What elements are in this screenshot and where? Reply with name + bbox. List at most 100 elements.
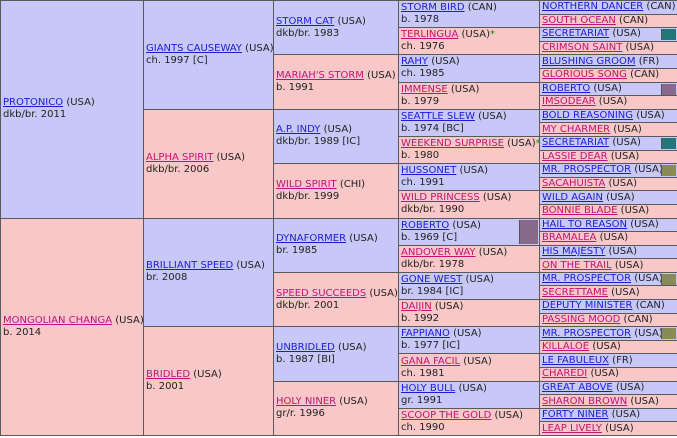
g5-cell-28: GREAT ABOVE (USA) — [539, 380, 677, 396]
horse-detail: dkb/br. 1990 — [401, 204, 465, 216]
g5-cell-19: ON THE TRAIL (USA) — [539, 258, 677, 273]
country-code: (USA) — [458, 382, 487, 394]
horse-name-link[interactable]: SCOOP THE GOLD — [401, 409, 492, 421]
horse-name-link[interactable]: ON THE TRAIL — [542, 259, 612, 271]
country-code: (USA) — [615, 381, 645, 393]
horse-name-link[interactable]: MR. PROSPECTOR — [542, 327, 632, 339]
horse-name-link[interactable]: SPEED SUCCEEDS — [276, 287, 367, 299]
horse-name-link[interactable]: KILLALOE — [542, 341, 590, 353]
horse-name-link[interactable]: SECRETTAME — [542, 286, 608, 298]
horse-name-link[interactable]: WILD PRINCESS — [401, 192, 480, 204]
country-code: (USA) — [608, 178, 638, 190]
g5-cell-30: FORTY NINER (USA) — [539, 407, 677, 423]
horse-name-link[interactable]: LE FABULEUX — [542, 354, 609, 366]
color-swatch-bar — [661, 273, 676, 285]
horse-name-link[interactable]: PASSING MOOD — [542, 313, 621, 325]
horse-name-link[interactable]: HIS MAJESTY — [542, 245, 606, 257]
horse-name-link[interactable]: BONNIE BLADE — [542, 205, 618, 217]
country-code: (USA) — [590, 368, 619, 380]
horse-name-link[interactable]: STORM BIRD — [401, 2, 465, 14]
g4-cell-1: TERLINGUA (USA)* ch. 1976 — [398, 27, 540, 56]
horse-name-link[interactable]: CRIMSON SAINT — [542, 42, 623, 54]
horse-name-link[interactable]: WILD SPIRIT — [276, 178, 337, 190]
horse-name-link[interactable]: SHARON BROWN — [542, 395, 628, 407]
horse-name-link[interactable]: BRIDLED — [146, 369, 191, 381]
horse-name-link[interactable]: MR. PROSPECTOR — [542, 164, 632, 176]
country-code: (USA) — [507, 138, 536, 150]
g3-cell-2: A.P. INDY (USA) dkb/br. 1989 [IC] — [273, 108, 399, 165]
horse-name-link[interactable]: MR. PROSPECTOR — [542, 273, 632, 285]
horse-name-link[interactable]: SECRETARIAT — [542, 137, 610, 149]
horse-name-link[interactable]: BRILLIANT SPEED — [146, 260, 234, 272]
horse-name-link[interactable]: SACAHUISTA — [542, 178, 606, 190]
g4-cell-5: WEEKEND SURPRISE (USA)* b. 1980 — [398, 135, 540, 165]
country-code: (USA) — [611, 409, 641, 421]
horse-name-link[interactable]: DAIJIN — [401, 301, 432, 313]
country-code: (CHI) — [339, 178, 366, 190]
g4-cell-3: IMMENSE (USA) b. 1979 — [398, 81, 540, 110]
horse-name-link[interactable]: GREAT ABOVE — [542, 381, 613, 393]
horse-detail: b. 1978 — [401, 14, 440, 26]
horse-name-link[interactable]: DYNAFORMER — [276, 233, 347, 245]
horse-name-link[interactable]: RAHY — [401, 56, 429, 68]
g5-cell-25: KILLALOE (USA) — [539, 339, 677, 355]
horse-name-link[interactable]: SEATTLE SLEW — [401, 110, 475, 122]
horse-name-link[interactable]: FAPPIANO — [401, 328, 450, 340]
horse-name-link[interactable]: BOLD REASONING — [542, 110, 633, 122]
horse-name-link[interactable]: IMMENSE — [401, 83, 448, 95]
horse-name-link[interactable]: UNBRIDLED — [276, 341, 335, 353]
horse-name-link[interactable]: GLORIOUS SONG — [542, 69, 627, 81]
horse-name-link[interactable]: BLUSHING GROOM — [542, 55, 636, 67]
horse-name-link[interactable]: STORM CAT — [276, 15, 335, 27]
horse-detail: br. 2008 — [146, 272, 188, 284]
horse-name-link[interactable]: WILD AGAIN — [542, 191, 603, 203]
horse-name-link[interactable]: LEAP LIVELY — [542, 422, 602, 434]
horse-name-link[interactable]: HAIL TO REASON — [542, 218, 628, 230]
horse-name-link[interactable]: LASSIE DEAR — [542, 150, 608, 162]
country-code: (CAN) — [635, 300, 665, 312]
g5-cell-18: HIS MAJESTY (USA) — [539, 244, 677, 260]
horse-name-link[interactable]: DEPUTY MINISTER — [542, 300, 633, 312]
g5-cell-12: MR. PROSPECTOR (USA) — [539, 163, 677, 178]
country-code: (USA) — [349, 233, 378, 245]
g5-cell-24: MR. PROSPECTOR (USA) — [539, 326, 677, 341]
horse-detail: b. 2001 — [146, 381, 185, 393]
horse-name-link[interactable]: NORTHERN DANCER — [542, 1, 644, 13]
g5-cell-5: GLORIOUS SONG (CAN) — [539, 67, 677, 83]
horse-name-link[interactable]: FORTY NINER — [542, 409, 609, 421]
horse-name-link[interactable]: WEEKEND SURPRISE — [401, 138, 504, 150]
horse-name-link[interactable]: MONGOLIAN CHANGA — [3, 314, 113, 326]
g3-cell-7: HOLY NINER (USA) gr/r. 1996 — [273, 380, 399, 437]
horse-name-link[interactable]: ROBERTO — [542, 82, 591, 94]
horse-name-link[interactable]: GIANTS CAUSEWAY — [146, 42, 242, 54]
g4-cell-12: FAPPIANO (USA) b. 1977 [IC] — [398, 326, 540, 355]
horse-name-link[interactable]: CHAREDI — [542, 368, 588, 380]
country-code: (USA) — [236, 260, 265, 272]
horse-name-link[interactable]: HUSSONET — [401, 165, 457, 177]
country-code: (USA) — [369, 287, 398, 299]
horse-name-link[interactable]: MY CHARMER — [542, 123, 611, 135]
country-code: (USA) — [606, 191, 635, 203]
horse-name-link[interactable]: ROBERTO — [401, 219, 450, 231]
horse-name-link[interactable]: GONE WEST — [401, 273, 463, 285]
horse-name-link[interactable]: SOUTH OCEAN — [542, 14, 616, 26]
horse-name-link[interactable]: PROTONICO — [3, 97, 64, 109]
horse-name-link[interactable]: ANDOVER WAY — [401, 246, 476, 258]
horse-name-link[interactable]: TERLINGUA — [401, 29, 459, 41]
horse-detail: br. 1985 — [276, 245, 318, 257]
country-code: (CAN) — [646, 1, 676, 13]
g5-cell-27: CHAREDI (USA) — [539, 367, 677, 382]
horse-name-link[interactable]: GANA FACIL — [401, 355, 461, 367]
horse-name-link[interactable]: ALPHA SPIRIT — [146, 151, 214, 163]
horse-detail: ch. 1997 [C] — [146, 54, 208, 66]
horse-name-link[interactable]: HOLY NINER — [276, 396, 337, 408]
country-code: (FR) — [638, 55, 660, 67]
g1-cell-0: PROTONICO (USA) dkb/br. 2011 — [0, 0, 144, 219]
horse-detail: ch. 1991 — [401, 177, 445, 189]
horse-name-link[interactable]: MARIAH'S STORM — [276, 70, 364, 82]
horse-name-link[interactable]: SECRETARIAT — [542, 28, 610, 40]
horse-name-link[interactable]: A.P. INDY — [276, 124, 321, 136]
horse-name-link[interactable]: HOLY BULL — [401, 382, 456, 394]
horse-name-link[interactable]: IMSODEAR — [542, 96, 596, 108]
horse-name-link[interactable]: BRAMALEA — [542, 232, 597, 244]
